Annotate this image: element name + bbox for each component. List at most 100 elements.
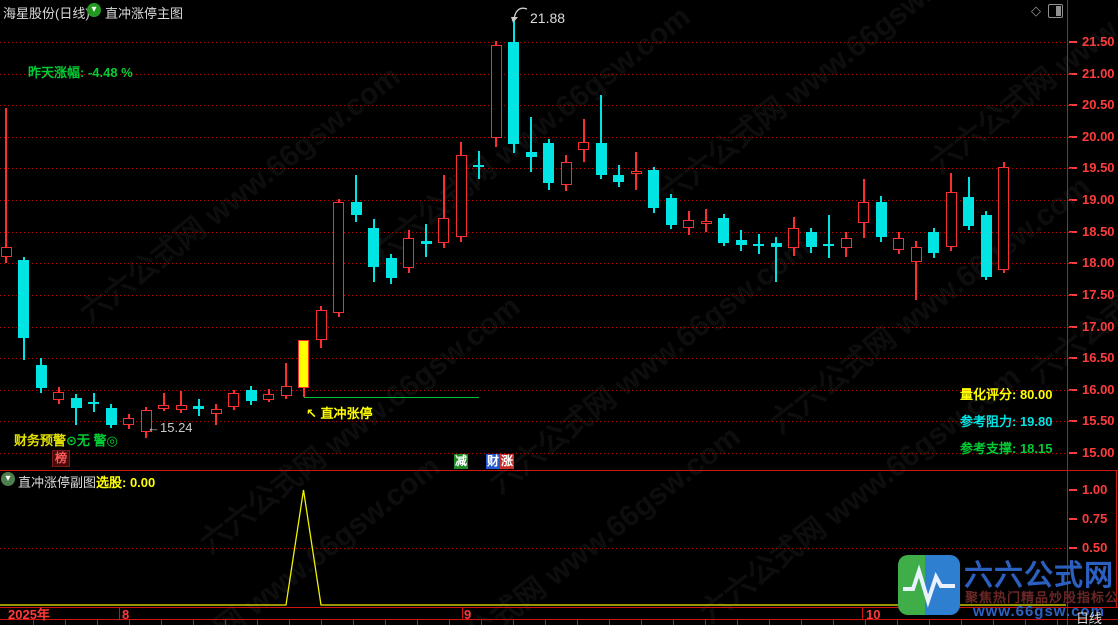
candle-body [350, 201, 362, 216]
price-tick [1069, 388, 1077, 391]
price-label: 19.50 [1082, 160, 1115, 176]
candle-body [893, 238, 904, 250]
candle-body [175, 404, 187, 410]
fin-warn-label: 财务预警 [14, 433, 67, 448]
candle-body [753, 243, 764, 247]
candle-body [945, 191, 957, 247]
price-tick [1069, 357, 1077, 360]
price-gridline [0, 453, 1067, 454]
candle-body [263, 394, 274, 400]
sub-bottom-line [0, 607, 1118, 608]
sub-gridline [0, 547, 1067, 549]
price-minor-tick [1067, 294, 1072, 296]
bottom-tick [993, 619, 994, 625]
price-tick [1069, 262, 1077, 265]
price-label: 19.00 [1082, 192, 1115, 208]
candle-body [368, 227, 379, 268]
candle-wick [355, 174, 357, 222]
candle-body [963, 196, 974, 226]
candle-body [473, 164, 484, 168]
candle-body [630, 170, 642, 174]
price-minor-tick [1067, 421, 1072, 423]
price-tick [1069, 325, 1077, 328]
candle-body [88, 401, 99, 405]
bottom-tick [1057, 619, 1058, 625]
badge-finance[interactable]: 财 [486, 454, 500, 469]
curve-arrow-icon [511, 7, 528, 23]
axis-vertical-line [1067, 0, 1068, 625]
badge-rise[interactable]: 涨 [500, 454, 514, 469]
price-label: 21.50 [1082, 34, 1115, 49]
candle-wick [75, 394, 77, 426]
price-gridline [0, 136, 1067, 138]
candle-body [53, 392, 64, 400]
diamond-icon[interactable]: ◇ [1031, 3, 1041, 18]
sub-indicator-title: 直冲涨停副图 [18, 475, 97, 490]
bottom-tick [641, 619, 642, 625]
candle-body [490, 45, 502, 139]
price-minor-tick [1067, 358, 1072, 360]
candle-body [543, 143, 554, 183]
price-gridline [0, 168, 1067, 170]
signal-annotation: ↖ 直冲张停 [306, 406, 373, 421]
candle-body [735, 239, 747, 245]
candle-body [245, 389, 257, 402]
bottom-tick [833, 619, 834, 625]
candle-body [770, 243, 782, 247]
candle-wick [285, 362, 287, 399]
price-label: 16.00 [1082, 381, 1115, 397]
candle-body [858, 201, 869, 223]
price-minor-tick [1067, 105, 1072, 107]
bottom-tick [193, 619, 194, 625]
bottom-tick [417, 619, 418, 625]
sub-chevron-down-icon[interactable]: ▾ [1, 472, 15, 486]
date-label: 10 [866, 607, 881, 622]
candle-wick [180, 391, 182, 413]
bottom-tick [1025, 619, 1026, 625]
chevron-down-icon[interactable]: ▾ [87, 3, 101, 17]
bottom-tick [865, 619, 866, 625]
price-tick [1069, 199, 1077, 202]
candle-body [928, 232, 939, 254]
candle-body [595, 143, 607, 175]
candle-body [578, 141, 589, 151]
price-tick [1069, 293, 1077, 296]
date-label: 9 [464, 607, 472, 622]
price-gridline [0, 389, 1067, 391]
bottom-tick [609, 619, 610, 625]
bottom-tick [769, 619, 770, 625]
rank-badge[interactable]: 榜 [52, 450, 70, 467]
candle-body [700, 220, 712, 225]
price-tick [1069, 420, 1077, 423]
candle-body [910, 246, 922, 263]
bottom-tick [705, 619, 706, 625]
candle-body [210, 408, 222, 414]
badge-reduce[interactable]: 减 [454, 454, 468, 469]
candle-body [193, 406, 204, 409]
candle-wick [915, 240, 917, 300]
green-dot-icon: ⊙ [66, 433, 77, 448]
period-label[interactable]: 日线 [1076, 611, 1103, 625]
candle-body [823, 243, 834, 247]
candle-body [315, 310, 327, 340]
bottom-tick [1089, 619, 1090, 625]
brand-name: 六六公式网 [964, 560, 1115, 592]
panel-toggle-icon[interactable] [1048, 4, 1063, 18]
candle-body [998, 167, 1009, 271]
candle-body [0, 246, 12, 257]
date-label: 2025年 [8, 607, 50, 622]
candle-wick [442, 174, 445, 249]
sub-axis-label: 1.00 [1082, 482, 1108, 497]
price-label: 15.50 [1082, 413, 1115, 429]
bottom-tick [929, 619, 930, 625]
candle-wick [530, 117, 532, 172]
bottom-tick [97, 619, 98, 625]
candle-body [140, 410, 152, 433]
price-minor-tick [1067, 136, 1072, 138]
price-label: 17.00 [1082, 318, 1115, 334]
price-tick [1069, 167, 1077, 170]
candle-body [508, 42, 519, 144]
price-tick [1069, 452, 1077, 454]
bottom-tick [65, 619, 66, 625]
price-tick [1069, 72, 1077, 75]
